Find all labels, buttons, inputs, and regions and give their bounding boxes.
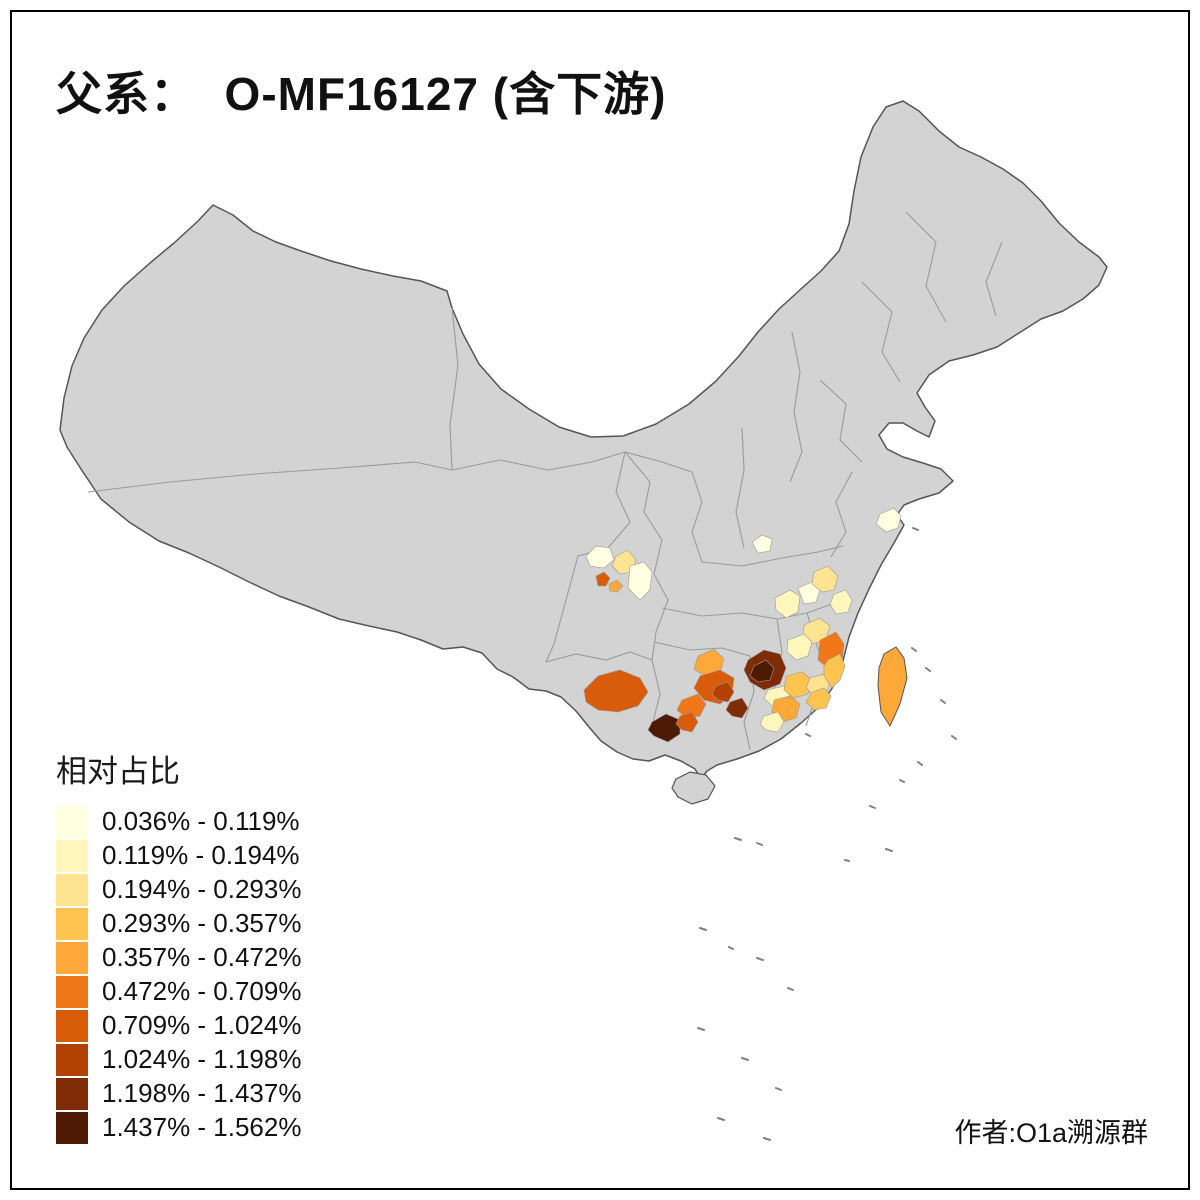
legend-swatch (56, 805, 88, 838)
legend-swatch (56, 907, 88, 940)
author-credit: 作者:O1a溯源群 (954, 1118, 1148, 1148)
prefecture-region (585, 545, 615, 569)
prefecture-region (675, 711, 699, 733)
legend-label: 0.194% - 0.293% (102, 874, 302, 904)
legend-swatch (56, 1077, 88, 1110)
legend-label: 0.709% - 1.024% (102, 1010, 302, 1040)
legend-item: 0.293% - 0.357% (56, 907, 301, 940)
land-layer (59, 100, 1108, 805)
prefecture-region (608, 579, 624, 593)
legend-label: 0.293% - 0.357% (102, 908, 302, 938)
legend-item: 1.437% - 1.562% (56, 1111, 301, 1144)
prefecture-region (751, 534, 773, 554)
legend-label: 1.198% - 1.437% (102, 1078, 302, 1108)
prefecture-region (811, 565, 839, 593)
legend-label: 1.024% - 1.198% (102, 1044, 302, 1074)
prefecture-region (627, 561, 653, 601)
legend-label: 0.036% - 0.119% (102, 806, 300, 836)
prefecture-region (711, 681, 735, 703)
sea-islands (697, 527, 957, 1141)
legend-item: 0.472% - 0.709% (56, 975, 301, 1008)
legend-swatch (56, 1043, 88, 1076)
prefecture-region (749, 659, 775, 683)
prefecture-region (823, 653, 846, 689)
legend-swatch (56, 975, 88, 1008)
prefecture-region (676, 693, 707, 719)
prefecture-regions (583, 507, 902, 743)
legend-swatch (56, 839, 88, 872)
page-title: 父系： O-MF16127 (含下游) (56, 68, 667, 120)
prefecture-region (774, 589, 801, 619)
prefecture-region (759, 711, 785, 733)
legend-item: 1.024% - 1.198% (56, 1043, 301, 1076)
prefecture-region (786, 633, 813, 661)
legend-items: 0.036% - 0.119% 0.119% - 0.194% 0.194% - 0… (56, 805, 301, 1144)
prefecture-region (725, 697, 749, 719)
legend-item: 1.198% - 1.437% (56, 1077, 301, 1110)
prefecture-region (583, 669, 649, 713)
legend-swatch (56, 1111, 88, 1144)
legend-swatch (56, 1009, 88, 1042)
legend-label: 0.472% - 0.709% (102, 976, 302, 1006)
prefecture-region (647, 713, 681, 743)
legend-item: 0.119% - 0.194% (56, 839, 301, 872)
legend: 相对占比 0.036% - 0.119% 0.119% - 0.194% 0.194… (56, 746, 301, 1145)
prefecture-region (797, 581, 821, 605)
legend-label: 1.437% - 1.562% (102, 1112, 302, 1142)
legend-label: 0.119% - 0.194% (102, 840, 300, 870)
mainland-outline (59, 100, 1108, 780)
prefecture-region (783, 671, 813, 699)
legend-swatch (56, 941, 88, 974)
legend-swatch (56, 873, 88, 906)
taiwan-island (877, 646, 908, 728)
legend-item: 0.709% - 1.024% (56, 1009, 301, 1042)
prefecture-region (829, 589, 853, 615)
legend-title: 相对占比 (56, 754, 180, 789)
legend-label: 0.357% - 0.472% (102, 942, 302, 972)
prefecture-region (875, 507, 902, 533)
legend-item: 0.036% - 0.119% (56, 805, 301, 838)
legend-item: 0.194% - 0.293% (56, 873, 301, 906)
prefecture-region (805, 687, 832, 711)
hainan-island (671, 771, 716, 805)
legend-item: 0.357% - 0.472% (56, 941, 301, 974)
prefecture-region (595, 571, 611, 587)
